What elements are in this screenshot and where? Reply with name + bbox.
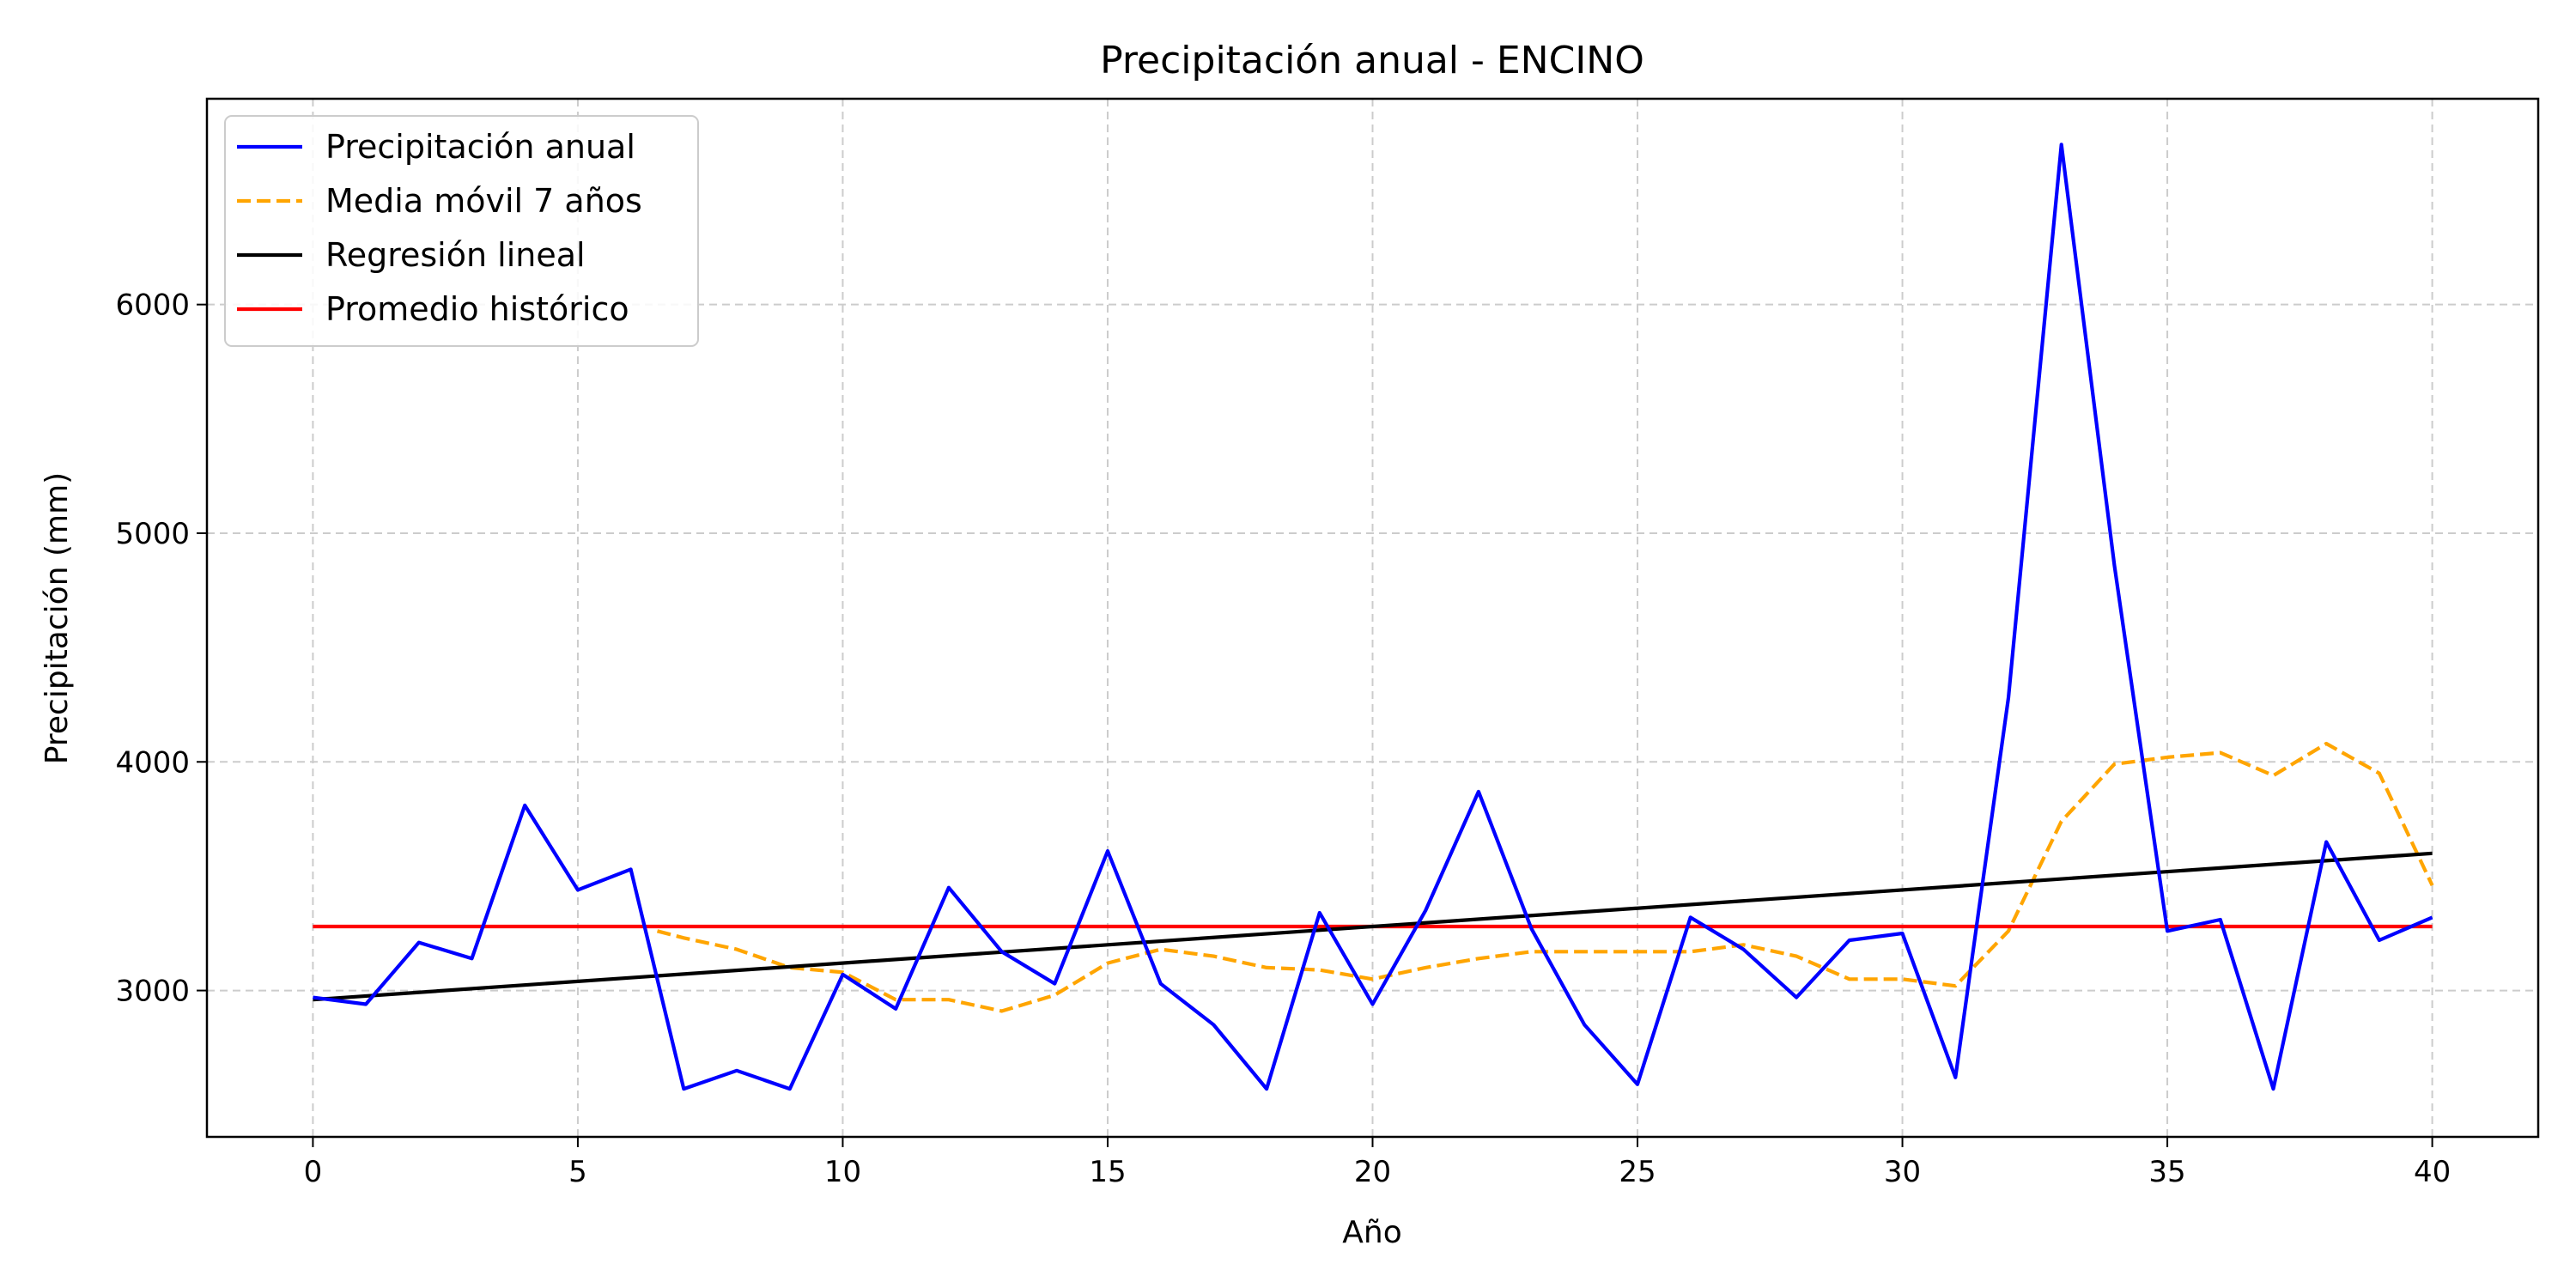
series-line-regresion-lineal [313,851,2433,1002]
x-tick-label: 40 [2414,1155,2451,1189]
x-tick-label: 10 [824,1155,861,1189]
series-line-media-movil-7-anos [656,741,2434,1013]
legend-label: Media móvil 7 años [325,182,642,220]
series-line-precipitacion-anual [313,143,2433,1091]
x-tick-label: 30 [1884,1155,1921,1189]
legend-label: Regresión lineal [325,236,586,274]
legend: Precipitación anual Media móvil 7 años Reg… [224,115,699,347]
legend-label: Promedio histórico [325,290,629,328]
series-group [313,143,2434,1091]
x-tick-label: 5 [568,1155,587,1189]
x-tick-label: 35 [2148,1155,2185,1189]
y-axis-label: Precipitación (mm) [39,472,75,764]
grid [207,99,2538,1137]
x-axis: 0 5 10 15 20 25 30 35 40 [304,1137,2451,1189]
x-axis-label: Año [1342,1215,1401,1250]
y-tick-label: 5000 [115,517,190,551]
y-tick-label: 3000 [115,975,190,1009]
chart-title: Precipitación anual - ENCINO [1100,39,1644,82]
y-tick-label: 4000 [115,745,190,780]
y-tick-label: 6000 [115,289,190,323]
legend-box [224,115,699,347]
x-tick-label: 15 [1089,1155,1126,1189]
x-tick-label: 20 [1354,1155,1391,1189]
legend-label: Precipitación anual [325,128,635,166]
x-tick-label: 25 [1619,1155,1656,1189]
x-tick-label: 0 [304,1155,323,1189]
y-axis: 3000 4000 5000 6000 [115,289,207,1009]
